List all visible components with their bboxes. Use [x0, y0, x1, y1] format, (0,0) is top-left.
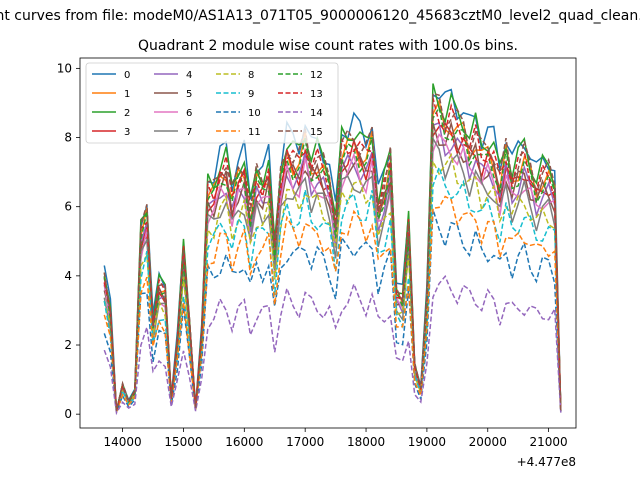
series-line-11 [103, 195, 562, 413]
x-axis-offset-text: +4.477e8 [517, 455, 576, 469]
legend-label-5: 5 [186, 89, 192, 100]
legend-label-1: 1 [124, 89, 130, 100]
y-axis: 0 2 4 6 8 10 [57, 61, 80, 421]
chart-title: Quadrant 2 module wise count rates with … [138, 38, 518, 54]
x-tick-label: 21000 [530, 435, 568, 449]
legend-label-6: 6 [186, 108, 192, 119]
series-line-6 [103, 133, 562, 412]
series-line-8 [103, 152, 562, 412]
series-line-14 [103, 274, 562, 416]
series-line-5 [103, 120, 562, 412]
legend-label-4: 4 [186, 70, 192, 81]
legend-label-11: 11 [248, 127, 261, 138]
x-tick-label: 19000 [408, 435, 446, 449]
x-tick-label: 17000 [286, 435, 324, 449]
y-tick-label: 8 [64, 131, 72, 145]
legend-label-10: 10 [248, 108, 261, 119]
y-tick-label: 2 [64, 338, 72, 352]
legend-label-14: 14 [310, 108, 323, 119]
legend-label-9: 9 [248, 89, 254, 100]
figure-suptitle: Light curves from file: modeM0/AS1A13_07… [0, 8, 640, 24]
legend-label-0: 0 [124, 70, 130, 81]
plot-frame [79, 57, 577, 429]
y-tick-label: 6 [64, 200, 72, 214]
legend-label-7: 7 [186, 127, 192, 138]
series-line-10 [103, 209, 562, 413]
legend-frame [85, 62, 339, 144]
legend-label-8: 8 [248, 70, 254, 81]
legend-label-15: 15 [310, 127, 323, 138]
y-tick-label: 10 [57, 61, 72, 75]
x-tick-label: 15000 [164, 435, 202, 449]
y-tick-label: 0 [64, 407, 72, 421]
series-line-15 [103, 92, 562, 412]
x-tick-label: 20000 [469, 435, 507, 449]
x-tick-label: 16000 [225, 435, 263, 449]
legend-label-2: 2 [124, 108, 130, 119]
series-layer [103, 83, 562, 416]
legend-label-12: 12 [310, 70, 323, 81]
x-tick-label: 18000 [347, 435, 385, 449]
legend-label-3: 3 [124, 127, 130, 138]
legend-label-13: 13 [310, 89, 323, 100]
y-tick-label: 4 [64, 269, 72, 283]
x-tick-label: 14000 [104, 435, 142, 449]
x-axis: 14000 15000 16000 17000 18000 19000 20000 21000 [104, 428, 568, 449]
